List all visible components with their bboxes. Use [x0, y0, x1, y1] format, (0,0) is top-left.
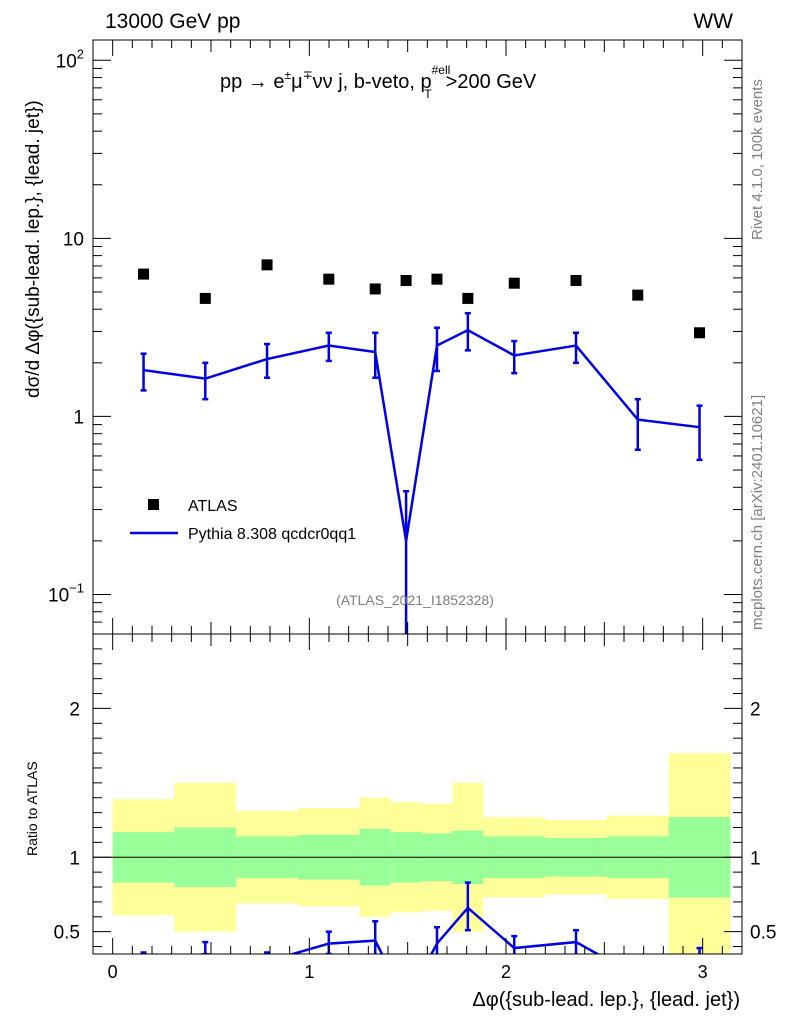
ratio-mc-line [196, 906, 601, 954]
title-cut: >200 GeV [446, 71, 537, 93]
atlas-data-point [199, 292, 211, 304]
title-process: pp → e [220, 71, 284, 93]
main-y-tick-label: 10 [63, 229, 84, 250]
atlas-data-point [261, 259, 273, 271]
title-mu: μ [291, 71, 303, 93]
main-panel-frame [92, 39, 743, 635]
main-y-tick-label: 102 [56, 46, 84, 72]
main-panel-content [138, 259, 706, 634]
ratio-y-tick-label-left: 1 [69, 848, 80, 869]
ratio-band-group [93, 753, 742, 954]
mcplots-reference-label: mcplots.cern.ch [arXiv:2401.10621] [749, 395, 766, 630]
atlas-data-point [138, 268, 150, 280]
title-mp: ∓ [303, 68, 313, 82]
ratio-panel-frame [92, 633, 743, 955]
x-tick-label: 2 [501, 962, 511, 982]
header-process-label: WW [693, 10, 733, 33]
ratio-y-tick-label-left: 0.5 [54, 923, 80, 944]
title-nu: νν j, b-veto, p [313, 71, 432, 93]
atlas-data-point [323, 273, 335, 285]
atlas-data-point [694, 327, 706, 339]
atlas-data-point [400, 274, 412, 286]
header-energy-label: 13000 GeV pp [105, 10, 240, 33]
x-tick-label: 1 [304, 962, 314, 982]
x-tick-label: 0 [108, 962, 118, 982]
atlas-data-point [508, 277, 520, 289]
analysis-watermark: (ATLAS_2021_I1852328) [336, 592, 494, 608]
title-sub: T [424, 87, 432, 101]
main-y-axis-title: dσ/d Δφ({sub-lead. lep.}, {lead. jet}) [23, 100, 44, 398]
ratio-y-tick-label-right: 1 [750, 848, 761, 869]
main-plot-title: pp → e±μ∓νν j, b-veto, p#ell T >200 GeV [220, 63, 537, 101]
legend-data-marker [148, 499, 159, 510]
legend-mc-label: Pythia 8.308 qcdcr0qq1 [188, 526, 356, 543]
title-sup: #ell [432, 63, 451, 77]
ratio-y-tick-label-left: 2 [69, 699, 80, 720]
atlas-data-point [369, 283, 381, 295]
ratio-y-tick-label-right: 2 [750, 699, 761, 720]
x-tick-label: 3 [698, 962, 708, 982]
main-y-tick-label: 1 [73, 407, 84, 428]
ratio-y-tick-label-right: 0.5 [750, 923, 776, 944]
atlas-data-point [570, 274, 582, 286]
rivet-version-label: Rivet 4.1.0, 100k events [749, 79, 766, 240]
ratio-y-axis-title: Ratio to ATLAS [24, 761, 40, 856]
atlas-data-point [632, 289, 644, 301]
x-axis-title: Δφ({sub-lead. lep.}, {lead. jet}) [472, 989, 740, 1011]
legend-data-label: ATLAS [188, 498, 238, 515]
atlas-data-point [462, 292, 474, 304]
mc-line [143, 328, 700, 542]
atlas-data-point [431, 273, 443, 285]
main-y-tick-label: 10−1 [48, 580, 84, 606]
title-pm: ± [284, 68, 291, 82]
axes-group: 0 1 2 3 10−1 1 10 102 0.5 0.5 1 1 2 2 [48, 40, 776, 982]
